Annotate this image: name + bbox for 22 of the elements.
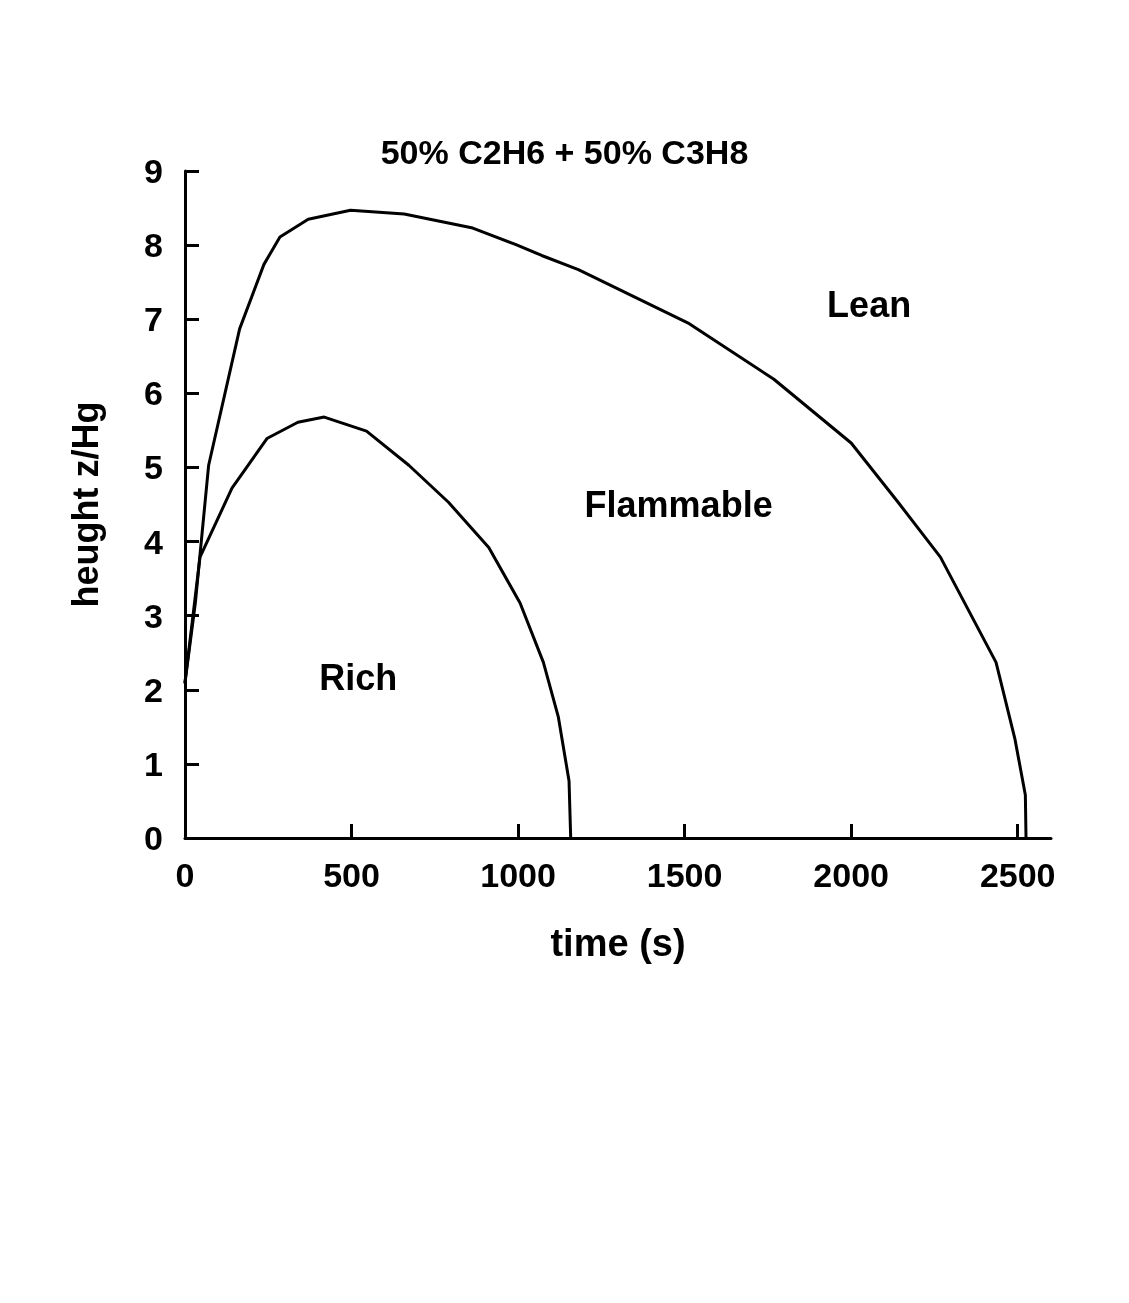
y-tick-label: 8 [144, 226, 163, 265]
y-tick-label: 9 [144, 152, 163, 190]
x-axis-title: time (s) [550, 922, 686, 964]
annotation: Lean [827, 283, 912, 325]
x-tick-label: 1000 [480, 856, 556, 894]
x-tick-label: 0 [175, 856, 195, 894]
annotation: Rich [319, 657, 398, 699]
y-tick-label: 6 [144, 374, 163, 413]
y-tick-label: 1 [144, 744, 163, 783]
x-tick-label: 2000 [813, 856, 889, 894]
y-tick-label: 3 [144, 596, 163, 635]
y-tick-label: 5 [144, 448, 163, 487]
x-tick-label: 2500 [979, 856, 1056, 894]
chart-title: 50% C2H6 + 50% C3H8 [380, 133, 749, 171]
annotation: Flammable [584, 484, 773, 525]
x-tick-label: 1500 [646, 856, 723, 894]
y-tick-label: 0 [144, 819, 163, 857]
y-tick-label: 2 [144, 670, 163, 709]
x-tick-label: 500 [323, 856, 380, 894]
y-tick-label: 7 [144, 300, 163, 339]
y-tick-label: 4 [144, 522, 164, 561]
y-axis-title: heught z/Hg [64, 401, 106, 608]
